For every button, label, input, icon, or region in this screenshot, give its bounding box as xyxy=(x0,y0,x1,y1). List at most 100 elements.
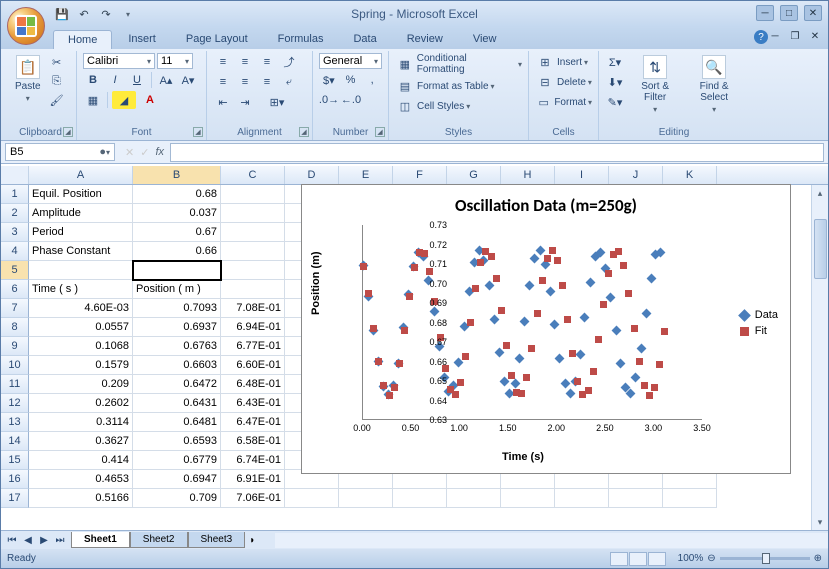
sheet-nav-first-icon[interactable]: ⏮ xyxy=(5,535,19,546)
normal-view-icon[interactable] xyxy=(610,552,628,566)
cell[interactable]: 0.6947 xyxy=(133,470,221,489)
font-color-icon[interactable]: A xyxy=(138,91,162,109)
row-header[interactable]: 14 xyxy=(1,432,29,451)
number-format-dropdown[interactable]: General▾ xyxy=(319,53,382,69)
maximize-button[interactable]: □ xyxy=(780,5,798,21)
zoom-slider[interactable] xyxy=(720,557,810,560)
cell[interactable] xyxy=(339,489,393,508)
minimize-button[interactable]: ─ xyxy=(756,5,774,21)
column-header[interactable]: A xyxy=(29,166,133,184)
cell[interactable] xyxy=(221,280,285,299)
format-as-table-button[interactable]: ▤Format as Table▾ xyxy=(395,77,522,95)
cell[interactable]: 0.6937 xyxy=(133,318,221,337)
doc-minimize-button[interactable]: ─ xyxy=(768,31,782,42)
row-header[interactable]: 11 xyxy=(1,375,29,394)
column-header[interactable]: G xyxy=(447,166,501,184)
cell[interactable]: 6.94E-01 xyxy=(221,318,285,337)
cell[interactable]: Amplitude xyxy=(29,204,133,223)
paste-button[interactable]: 📋 Paste ▾ xyxy=(11,53,45,109)
sort-filter-button[interactable]: ⇅ Sort & Filter▾ xyxy=(629,53,681,116)
number-launcher-icon[interactable]: ◢ xyxy=(375,127,385,137)
column-header[interactable]: J xyxy=(609,166,663,184)
cell[interactable]: 0.6481 xyxy=(133,413,221,432)
page-layout-view-icon[interactable] xyxy=(629,552,647,566)
cell[interactable]: 6.47E-01 xyxy=(221,413,285,432)
cell[interactable]: 0.6593 xyxy=(133,432,221,451)
cell[interactable] xyxy=(221,261,285,280)
format-cells-button[interactable]: ▭Format▾ xyxy=(535,93,592,111)
cell[interactable] xyxy=(609,489,663,508)
column-header[interactable]: C xyxy=(221,166,285,184)
scroll-up-icon[interactable]: ▴ xyxy=(812,185,828,201)
increase-decimal-icon[interactable]: .0→ xyxy=(319,91,339,109)
cell[interactable]: 6.48E-01 xyxy=(221,375,285,394)
fx-icon[interactable]: fx xyxy=(155,146,164,159)
tab-formulas[interactable]: Formulas xyxy=(264,30,338,49)
tab-data[interactable]: Data xyxy=(339,30,390,49)
cell[interactable]: 0.6763 xyxy=(133,337,221,356)
cell[interactable]: 4.60E-03 xyxy=(29,299,133,318)
cell[interactable]: Position ( m ) xyxy=(133,280,221,299)
enter-formula-icon[interactable]: ✓ xyxy=(140,146,149,159)
conditional-formatting-button[interactable]: ▦Conditional Formatting▾ xyxy=(395,53,522,75)
formula-input[interactable] xyxy=(170,143,824,162)
zoom-out-button[interactable]: ⊖ xyxy=(707,553,715,564)
cell[interactable]: 6.91E-01 xyxy=(221,470,285,489)
cell[interactable] xyxy=(501,489,555,508)
scroll-thumb[interactable] xyxy=(814,219,827,279)
cell[interactable]: 7.06E-01 xyxy=(221,489,285,508)
align-bottom-icon[interactable]: ≡ xyxy=(257,53,277,71)
cell[interactable]: Equil. Position xyxy=(29,185,133,204)
cell[interactable] xyxy=(133,261,221,280)
sheet-nav-prev-icon[interactable]: ◀ xyxy=(21,535,35,546)
tab-page-layout[interactable]: Page Layout xyxy=(172,30,262,49)
font-launcher-icon[interactable]: ◢ xyxy=(193,127,203,137)
tab-review[interactable]: Review xyxy=(393,30,457,49)
fill-color-icon[interactable]: ◢ xyxy=(112,91,136,109)
cell[interactable]: 0.1068 xyxy=(29,337,133,356)
horizontal-scrollbar[interactable] xyxy=(275,533,828,548)
cell[interactable]: 0.0557 xyxy=(29,318,133,337)
cell[interactable]: 0.66 xyxy=(133,242,221,261)
cell[interactable]: 0.1579 xyxy=(29,356,133,375)
cell[interactable]: 0.5166 xyxy=(29,489,133,508)
column-header[interactable]: B xyxy=(133,166,221,184)
vertical-scrollbar[interactable]: ▴ ▾ xyxy=(811,185,828,530)
row-header[interactable]: 6 xyxy=(1,280,29,299)
new-sheet-icon[interactable]: ◗ xyxy=(249,535,255,546)
cell[interactable]: 0.4653 xyxy=(29,470,133,489)
cut-icon[interactable]: ✂ xyxy=(47,53,67,71)
cell[interactable] xyxy=(221,242,285,261)
cell[interactable] xyxy=(447,489,501,508)
cell[interactable] xyxy=(555,489,609,508)
name-box[interactable]: B5●▾ xyxy=(5,143,115,161)
format-painter-icon[interactable]: 🖌 xyxy=(47,91,67,109)
embedded-chart[interactable]: Oscillation Data (m=250g) Position (m) T… xyxy=(301,184,791,474)
row-header[interactable]: 12 xyxy=(1,394,29,413)
tab-home[interactable]: Home xyxy=(53,30,112,49)
font-size-dropdown[interactable]: 11▾ xyxy=(157,53,193,69)
cell[interactable]: 0.6779 xyxy=(133,451,221,470)
cell-styles-button[interactable]: ◫Cell Styles▾ xyxy=(395,97,522,115)
cell[interactable]: 0.6603 xyxy=(133,356,221,375)
row-header[interactable]: 4 xyxy=(1,242,29,261)
cell[interactable]: 0.67 xyxy=(133,223,221,242)
row-header[interactable]: 1 xyxy=(1,185,29,204)
cell[interactable]: Time ( s ) xyxy=(29,280,133,299)
column-header[interactable]: H xyxy=(501,166,555,184)
cell[interactable]: 0.037 xyxy=(133,204,221,223)
column-header[interactable]: E xyxy=(339,166,393,184)
cell[interactable] xyxy=(393,489,447,508)
row-header[interactable]: 3 xyxy=(1,223,29,242)
font-name-dropdown[interactable]: Calibri▾ xyxy=(83,53,155,69)
zoom-level[interactable]: 100% xyxy=(678,553,704,564)
shrink-font-icon[interactable]: A▾ xyxy=(178,71,198,89)
cancel-formula-icon[interactable]: ✕ xyxy=(125,146,134,159)
cell[interactable] xyxy=(285,489,339,508)
sheet-nav-last-icon[interactable]: ⏭ xyxy=(53,535,67,546)
zoom-in-button[interactable]: ⊕ xyxy=(814,553,822,564)
tab-view[interactable]: View xyxy=(459,30,511,49)
orientation-icon[interactable]: ⤴ xyxy=(279,53,299,71)
cell[interactable]: 0.414 xyxy=(29,451,133,470)
cell[interactable]: 0.68 xyxy=(133,185,221,204)
